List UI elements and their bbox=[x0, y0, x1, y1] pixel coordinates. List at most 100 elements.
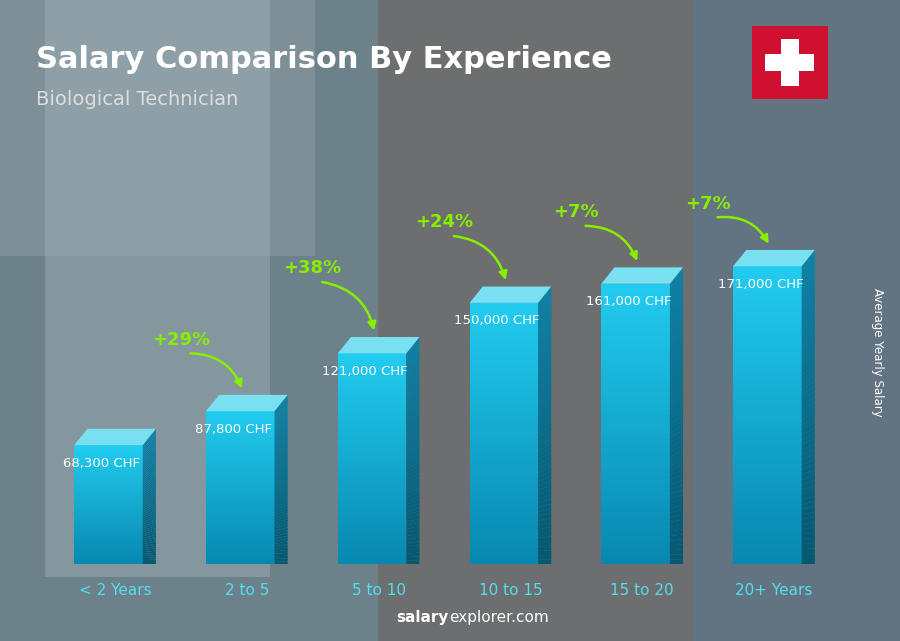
Polygon shape bbox=[338, 557, 406, 561]
Polygon shape bbox=[538, 370, 552, 386]
Polygon shape bbox=[338, 459, 406, 462]
Polygon shape bbox=[338, 367, 406, 371]
Polygon shape bbox=[802, 303, 814, 321]
Polygon shape bbox=[470, 547, 538, 551]
Polygon shape bbox=[734, 336, 802, 341]
Polygon shape bbox=[143, 494, 156, 504]
Polygon shape bbox=[338, 515, 406, 519]
Polygon shape bbox=[338, 337, 419, 353]
Polygon shape bbox=[734, 519, 802, 524]
Polygon shape bbox=[74, 501, 143, 503]
Polygon shape bbox=[406, 481, 419, 490]
Polygon shape bbox=[470, 512, 538, 516]
Polygon shape bbox=[470, 503, 538, 508]
Polygon shape bbox=[143, 469, 156, 483]
Polygon shape bbox=[274, 519, 288, 526]
Polygon shape bbox=[538, 453, 552, 464]
Polygon shape bbox=[406, 443, 419, 455]
Polygon shape bbox=[206, 508, 274, 511]
Polygon shape bbox=[802, 308, 814, 326]
Polygon shape bbox=[74, 491, 143, 493]
Polygon shape bbox=[802, 260, 814, 281]
Polygon shape bbox=[143, 431, 156, 449]
Polygon shape bbox=[734, 485, 802, 490]
Polygon shape bbox=[338, 420, 406, 424]
Polygon shape bbox=[802, 281, 814, 301]
Polygon shape bbox=[470, 464, 538, 469]
Polygon shape bbox=[538, 301, 552, 320]
Polygon shape bbox=[802, 334, 814, 351]
Polygon shape bbox=[601, 480, 670, 485]
Polygon shape bbox=[206, 483, 274, 485]
Polygon shape bbox=[143, 474, 156, 487]
Polygon shape bbox=[406, 485, 419, 494]
Polygon shape bbox=[143, 499, 156, 508]
Polygon shape bbox=[601, 513, 670, 517]
Polygon shape bbox=[74, 471, 143, 473]
Polygon shape bbox=[206, 520, 274, 523]
Polygon shape bbox=[734, 365, 802, 370]
Polygon shape bbox=[670, 520, 683, 527]
Polygon shape bbox=[734, 450, 802, 455]
Polygon shape bbox=[538, 425, 552, 438]
Polygon shape bbox=[670, 307, 683, 326]
Polygon shape bbox=[406, 515, 419, 522]
Polygon shape bbox=[338, 504, 406, 508]
Polygon shape bbox=[274, 505, 288, 513]
Polygon shape bbox=[406, 560, 419, 564]
Polygon shape bbox=[601, 377, 670, 382]
Polygon shape bbox=[802, 548, 814, 554]
Polygon shape bbox=[538, 435, 552, 447]
Polygon shape bbox=[406, 345, 419, 364]
Polygon shape bbox=[601, 410, 670, 415]
Polygon shape bbox=[338, 364, 406, 367]
Polygon shape bbox=[274, 524, 288, 531]
Polygon shape bbox=[734, 306, 802, 311]
Text: 10 to 15: 10 to 15 bbox=[479, 583, 542, 597]
Polygon shape bbox=[538, 476, 552, 486]
Polygon shape bbox=[274, 499, 288, 508]
Polygon shape bbox=[734, 356, 802, 361]
Polygon shape bbox=[274, 463, 288, 475]
Polygon shape bbox=[206, 554, 274, 556]
Polygon shape bbox=[470, 508, 538, 512]
Polygon shape bbox=[338, 360, 406, 364]
Polygon shape bbox=[206, 465, 274, 467]
Polygon shape bbox=[274, 491, 288, 501]
Polygon shape bbox=[470, 438, 538, 442]
Text: +7%: +7% bbox=[685, 195, 731, 213]
Polygon shape bbox=[274, 454, 288, 467]
Polygon shape bbox=[206, 447, 274, 449]
Polygon shape bbox=[670, 317, 683, 335]
Polygon shape bbox=[601, 382, 670, 387]
Polygon shape bbox=[143, 528, 156, 535]
Polygon shape bbox=[74, 497, 143, 499]
Polygon shape bbox=[143, 492, 156, 503]
Polygon shape bbox=[601, 401, 670, 405]
Polygon shape bbox=[538, 550, 552, 555]
Polygon shape bbox=[734, 301, 802, 306]
Polygon shape bbox=[406, 530, 419, 536]
Polygon shape bbox=[470, 351, 538, 355]
Polygon shape bbox=[601, 303, 670, 307]
Polygon shape bbox=[338, 540, 406, 543]
Text: 20+ Years: 20+ Years bbox=[735, 583, 813, 597]
Polygon shape bbox=[601, 284, 670, 288]
Polygon shape bbox=[670, 440, 683, 452]
Polygon shape bbox=[338, 417, 406, 420]
Polygon shape bbox=[206, 513, 274, 515]
Polygon shape bbox=[74, 485, 143, 487]
Polygon shape bbox=[206, 454, 274, 457]
Polygon shape bbox=[802, 554, 814, 559]
Polygon shape bbox=[338, 392, 406, 395]
Polygon shape bbox=[670, 381, 683, 396]
Polygon shape bbox=[470, 542, 538, 547]
Polygon shape bbox=[338, 494, 406, 497]
Polygon shape bbox=[206, 523, 274, 526]
Polygon shape bbox=[74, 538, 143, 540]
Polygon shape bbox=[538, 388, 552, 403]
Polygon shape bbox=[470, 346, 538, 351]
Polygon shape bbox=[538, 347, 552, 364]
Polygon shape bbox=[143, 496, 156, 506]
Polygon shape bbox=[406, 413, 419, 427]
